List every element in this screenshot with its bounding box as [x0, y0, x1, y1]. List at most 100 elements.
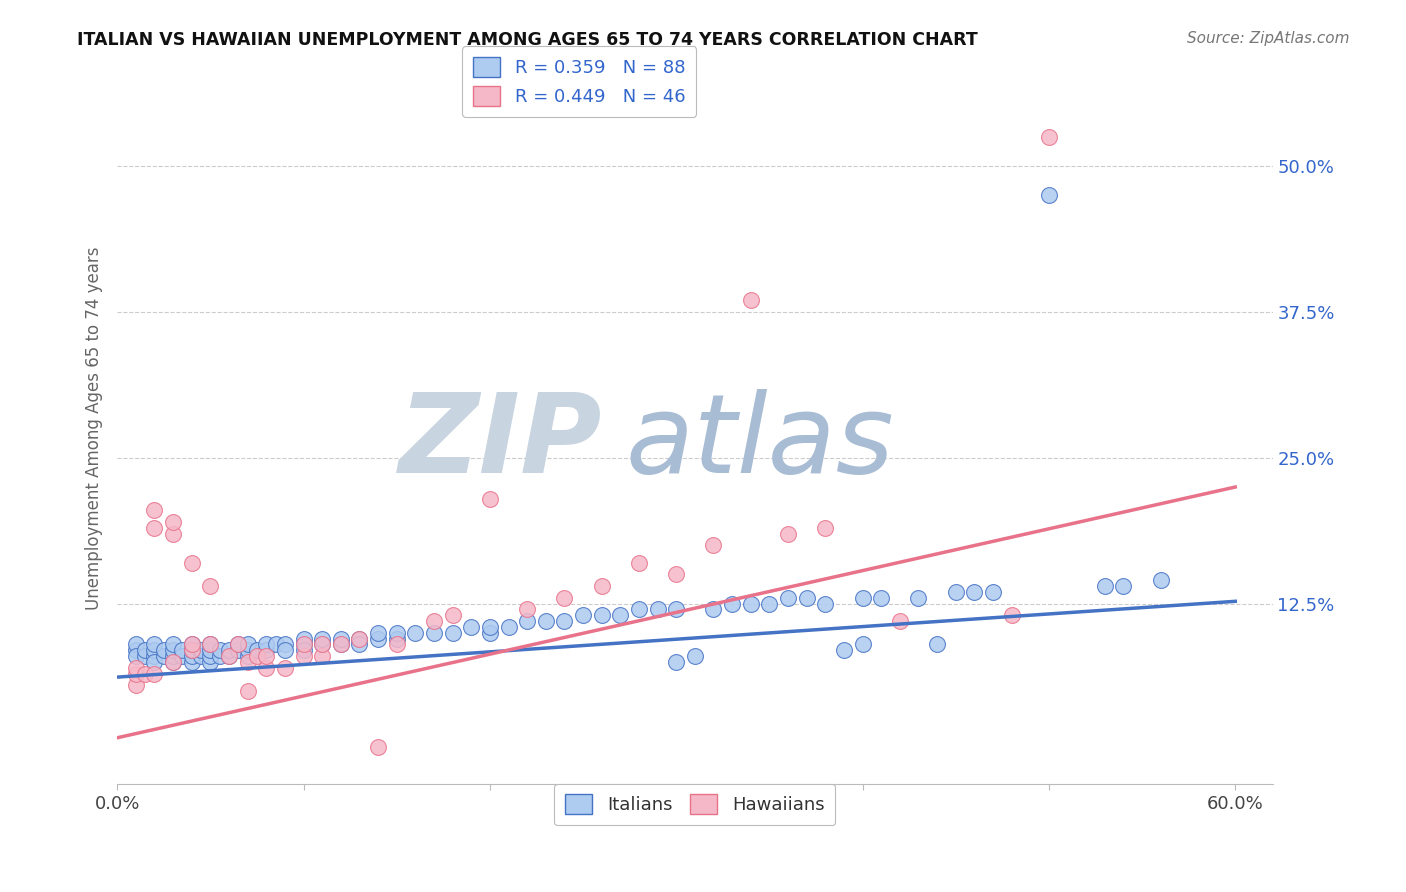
Text: Source: ZipAtlas.com: Source: ZipAtlas.com — [1187, 31, 1350, 46]
Point — [172, 643, 194, 657]
Point — [236, 655, 259, 669]
Point — [200, 579, 222, 593]
Point — [143, 655, 166, 669]
Point — [702, 602, 724, 616]
Text: ZIP: ZIP — [399, 390, 602, 497]
Point — [740, 293, 762, 308]
Point — [851, 638, 873, 652]
Point — [292, 632, 315, 646]
Point — [758, 597, 780, 611]
Point — [125, 638, 148, 652]
Point — [516, 614, 538, 628]
Point — [180, 649, 202, 664]
Point — [311, 649, 333, 664]
Point — [591, 608, 613, 623]
Point — [236, 643, 259, 657]
Point — [945, 585, 967, 599]
Point — [776, 591, 799, 605]
Point — [498, 620, 520, 634]
Point — [218, 649, 240, 664]
Point — [200, 638, 222, 652]
Point — [591, 579, 613, 593]
Point — [134, 649, 156, 664]
Point — [553, 591, 575, 605]
Point — [208, 643, 231, 657]
Point — [329, 638, 352, 652]
Point — [385, 638, 408, 652]
Point — [152, 643, 174, 657]
Point — [226, 643, 249, 657]
Point — [927, 638, 949, 652]
Point — [572, 608, 595, 623]
Point — [311, 632, 333, 646]
Text: atlas: atlas — [626, 390, 894, 497]
Point — [162, 526, 184, 541]
Point — [292, 643, 315, 657]
Point — [814, 597, 837, 611]
Point — [236, 649, 259, 664]
Point — [609, 608, 631, 623]
Point — [367, 625, 389, 640]
Point — [665, 655, 688, 669]
Point — [385, 625, 408, 640]
Point — [162, 655, 184, 669]
Point — [134, 666, 156, 681]
Point — [889, 614, 911, 628]
Point — [180, 638, 202, 652]
Point — [349, 638, 371, 652]
Point — [311, 638, 333, 652]
Point — [190, 643, 212, 657]
Point — [125, 643, 148, 657]
Point — [292, 638, 315, 652]
Point — [683, 649, 706, 664]
Point — [143, 521, 166, 535]
Point — [311, 638, 333, 652]
Point — [236, 638, 259, 652]
Point — [367, 632, 389, 646]
Point — [125, 649, 148, 664]
Point — [796, 591, 818, 605]
Point — [740, 597, 762, 611]
Point — [460, 620, 482, 634]
Point — [665, 602, 688, 616]
Y-axis label: Unemployment Among Ages 65 to 74 years: Unemployment Among Ages 65 to 74 years — [86, 247, 103, 610]
Point — [180, 655, 202, 669]
Point — [385, 632, 408, 646]
Point — [200, 643, 222, 657]
Point — [143, 643, 166, 657]
Point — [516, 602, 538, 616]
Point — [254, 661, 277, 675]
Point — [180, 643, 202, 657]
Point — [1001, 608, 1024, 623]
Point — [423, 614, 446, 628]
Point — [190, 649, 212, 664]
Point — [274, 661, 297, 675]
Point — [162, 638, 184, 652]
Point — [851, 591, 873, 605]
Point — [423, 625, 446, 640]
Point — [180, 556, 202, 570]
Point — [478, 620, 501, 634]
Point — [162, 515, 184, 529]
Point — [162, 643, 184, 657]
Point — [349, 632, 371, 646]
Point — [478, 491, 501, 506]
Point — [125, 666, 148, 681]
Point — [627, 602, 650, 616]
Point — [246, 643, 269, 657]
Point — [1038, 130, 1060, 145]
Point — [246, 649, 269, 664]
Point — [721, 597, 744, 611]
Point — [963, 585, 986, 599]
Point — [329, 638, 352, 652]
Point — [1112, 579, 1135, 593]
Legend: Italians, Hawaiians: Italians, Hawaiians — [554, 784, 835, 825]
Point — [180, 638, 202, 652]
Point — [208, 649, 231, 664]
Point — [143, 649, 166, 664]
Point — [702, 538, 724, 552]
Point — [226, 638, 249, 652]
Point — [367, 740, 389, 755]
Point — [200, 655, 222, 669]
Point — [832, 643, 855, 657]
